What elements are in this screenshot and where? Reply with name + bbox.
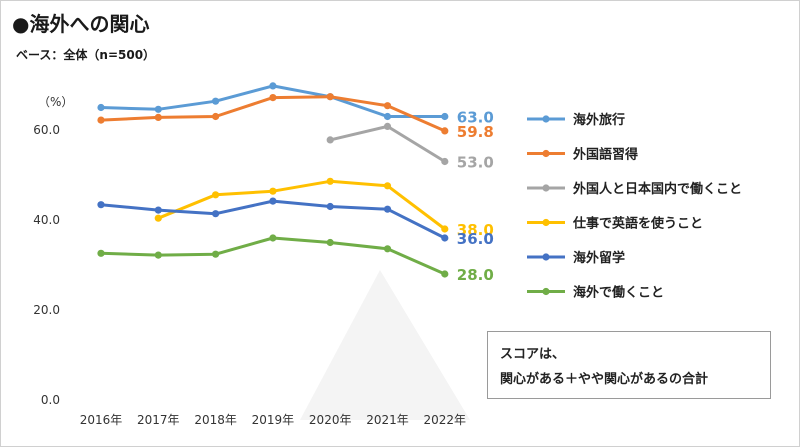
legend-entry: 仕事で英語を使うこと (572, 216, 703, 232)
data-point (441, 234, 449, 242)
data-point (326, 136, 334, 144)
data-label: 28.0 (457, 266, 494, 284)
data-point (97, 116, 105, 124)
data-point (97, 103, 105, 112)
series-line (100, 95, 446, 133)
data-point (154, 251, 162, 259)
x-tick-label: 2022年 (424, 413, 467, 427)
data-point (154, 206, 162, 214)
legend-entry: 海外旅行 (573, 112, 625, 128)
data-label: 63.0 (457, 109, 494, 127)
legend-swatch-marker (542, 287, 550, 296)
series-line (157, 179, 446, 231)
data-label: 59.8 (457, 123, 494, 141)
data-point (326, 177, 334, 185)
data-point (212, 112, 220, 121)
score-note-line2: 関心がある＋やや関心があるの合計 (500, 372, 709, 387)
data-point (154, 105, 162, 113)
data-point (441, 270, 449, 278)
data-point (269, 82, 277, 90)
legend-entry: 海外で働くこと (573, 285, 664, 301)
legend-swatch-marker (542, 115, 550, 123)
data-point (441, 157, 449, 166)
data-point (269, 197, 277, 205)
data-point (441, 127, 449, 135)
data-point (383, 102, 392, 110)
legend-swatch-marker (542, 218, 550, 227)
x-tick-label: 2018年 (194, 413, 237, 427)
data-point (97, 249, 105, 257)
data-point (212, 250, 220, 258)
score-note: スコアは、 関心がある＋やや関心があるの合計 (487, 331, 771, 399)
x-tick-label: 2019年 (252, 413, 295, 427)
data-point (269, 187, 277, 195)
x-tick-label: 2016年 (80, 413, 123, 427)
legend-entry: 外国語習得 (572, 147, 638, 163)
data-label: 36.0 (457, 230, 494, 248)
data-point (326, 93, 334, 101)
data-point (269, 94, 277, 102)
legend-swatch-marker (542, 253, 550, 261)
legend-swatch-marker (542, 149, 550, 158)
series-line (329, 124, 446, 163)
data-point (212, 210, 220, 218)
legend-swatch-marker (542, 184, 550, 192)
data-point (441, 225, 449, 233)
legend-entry: 外国人と日本国内で働くこと (572, 181, 742, 197)
data-point (212, 97, 220, 105)
data-point (269, 234, 277, 242)
data-point (97, 201, 105, 209)
data-point (154, 214, 162, 222)
y-tick-label: 0.0 (41, 393, 60, 407)
chart-subtitle: ベース：全体（n=500） (16, 48, 156, 62)
data-point (154, 113, 162, 121)
data-point (383, 122, 392, 130)
x-tick-label: 2020年 (309, 413, 352, 427)
data-point (441, 112, 449, 121)
data-label: 53.0 (457, 154, 494, 172)
series-line (100, 199, 446, 240)
series-line (100, 236, 446, 276)
y-tick-label: 20.0 (33, 303, 60, 317)
legend-entry: 海外留学 (573, 250, 625, 266)
data-point (383, 245, 392, 253)
data-point (326, 202, 334, 211)
y-unit-label: （%） (38, 95, 73, 109)
y-tick-label: 40.0 (33, 213, 60, 227)
x-tick-label: 2021年 (366, 413, 409, 427)
y-tick-label: 60.0 (33, 123, 60, 137)
data-point (383, 112, 392, 121)
data-point (326, 238, 334, 247)
data-point (212, 191, 220, 199)
score-note-line1: スコアは、 (500, 347, 566, 362)
background-shape (300, 270, 470, 420)
data-point (383, 182, 392, 190)
x-tick-label: 2017年 (137, 413, 180, 427)
data-label: 38.0 (457, 221, 494, 239)
chart-title: ●海外への関心 (12, 12, 150, 36)
data-point (383, 205, 392, 213)
